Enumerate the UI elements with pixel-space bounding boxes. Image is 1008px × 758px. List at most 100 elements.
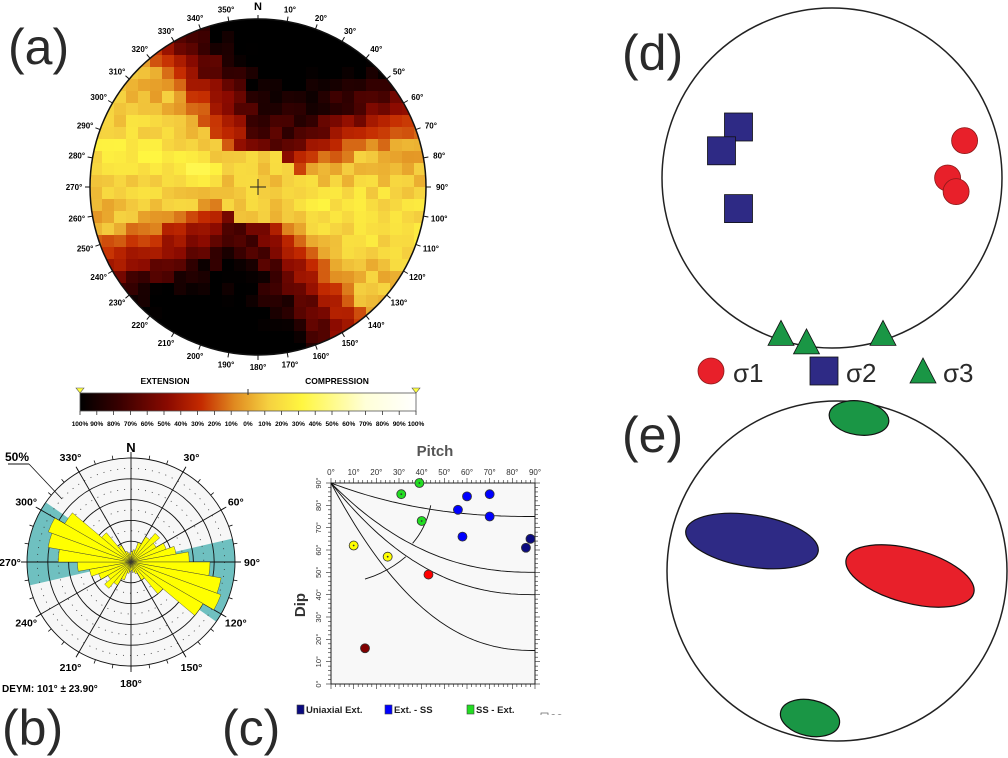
heatmap-cell xyxy=(318,283,331,296)
heatmap-cell xyxy=(282,127,295,140)
heatmap-cell xyxy=(186,79,199,92)
heatmap-cell xyxy=(126,247,139,260)
heatmap-cell xyxy=(258,43,271,56)
colorbar-tick-label: 100% xyxy=(408,421,425,428)
azimuth-labels: 10° 20° 30° 40° 50° 60° 70° 80° 90° 100° 110° 120° 1… xyxy=(66,6,448,372)
sigma1-circle-icon xyxy=(951,127,979,155)
colorbar-tick-label: 70% xyxy=(359,421,372,428)
rose-azimuth-label: 330° xyxy=(60,452,82,464)
heatmap-cell xyxy=(342,247,355,260)
rose-petal xyxy=(130,533,160,563)
heatmap-cell xyxy=(390,115,403,128)
y-tick-label: 80° xyxy=(314,500,323,511)
heatmap-cell xyxy=(246,19,259,32)
heatmap-cell xyxy=(258,259,271,272)
legend-label: Uniaxial Ext. xyxy=(306,705,363,715)
heatmap-cell xyxy=(126,223,139,236)
heatmap-cell xyxy=(246,247,259,260)
heatmap-cell xyxy=(222,127,235,140)
sigma1-ellipse xyxy=(845,544,975,608)
heatmap-cell xyxy=(174,235,187,248)
data-point xyxy=(525,533,536,544)
regime-boundary-curve xyxy=(330,482,535,573)
heatmap-cell xyxy=(414,199,426,212)
data-point-dot xyxy=(400,493,403,496)
heatmap-cell xyxy=(246,115,259,128)
heatmap-cell xyxy=(354,103,367,116)
heatmap-cell xyxy=(198,43,211,56)
heatmap-cell xyxy=(306,127,319,140)
heatmap-cell xyxy=(330,115,343,128)
colorbar-max-arrow-icon xyxy=(411,387,421,394)
heatmap-cell xyxy=(282,79,295,92)
heatmap-cell xyxy=(282,331,295,344)
azimuth-tick xyxy=(423,156,429,159)
heatmap-cell xyxy=(162,307,175,320)
heatmap-cell xyxy=(318,211,331,224)
heatmap-cell xyxy=(330,235,343,248)
heatmap-cell xyxy=(366,103,379,116)
heatmap-cell xyxy=(138,295,151,308)
heatmap-cell xyxy=(294,199,307,212)
heatmap-cell xyxy=(318,67,331,80)
heatmap-cell xyxy=(330,211,343,224)
heatmap-cell xyxy=(198,103,211,116)
heatmap-cell xyxy=(282,67,295,80)
rose-tick xyxy=(76,651,80,656)
colorbar-gradient xyxy=(79,392,417,412)
azimuth-label: 190° xyxy=(218,360,235,369)
data-points xyxy=(348,478,536,654)
azimuth-label: 230° xyxy=(109,299,126,308)
heatmap-cell xyxy=(342,211,355,224)
legend-label: SS - Ext. xyxy=(476,705,515,715)
heatmap-cell xyxy=(222,139,235,152)
heatmap-cell xyxy=(246,223,259,236)
heatmap-cell xyxy=(390,199,403,212)
regime-arc xyxy=(412,505,432,544)
heatmap-cell xyxy=(150,259,163,272)
heatmap-cell xyxy=(294,127,307,140)
heatmap-cell xyxy=(186,223,199,236)
heatmap-cell xyxy=(270,175,283,188)
azimuth-label: 80° xyxy=(433,152,445,161)
heatmap-cell xyxy=(318,55,331,68)
azimuth-tick xyxy=(286,352,289,358)
heatmap-cell xyxy=(234,115,247,128)
heatmap-cell xyxy=(378,259,391,272)
heatmap-cell xyxy=(174,55,187,68)
heatmap-cell xyxy=(186,175,199,188)
x-tick-label: 30° xyxy=(393,468,405,477)
heatmap-cell xyxy=(174,211,187,224)
heatmap-cell xyxy=(294,43,307,56)
sigma3-legend-label: σ3 xyxy=(943,358,974,388)
heatmap-cell xyxy=(258,115,271,128)
heatmap-cell xyxy=(198,139,211,152)
heatmap-cell xyxy=(234,223,247,236)
heatmap-cell xyxy=(342,259,355,272)
rose-tick xyxy=(48,628,52,632)
sigma2-ellipse xyxy=(685,512,819,570)
heatmap-cell xyxy=(234,319,247,332)
heatmap-cell xyxy=(186,127,199,140)
heatmap-cell xyxy=(378,103,391,116)
heatmap-cell xyxy=(354,271,367,284)
heatmap-cell xyxy=(402,283,415,296)
heatmap-cell xyxy=(150,91,163,104)
heatmap-cell xyxy=(246,127,259,140)
heatmap-cell xyxy=(174,67,187,80)
heatmap-cell xyxy=(270,319,283,332)
heatmap-cell xyxy=(210,127,223,140)
rose-tick xyxy=(48,492,52,496)
heatmap-cell xyxy=(150,67,163,80)
heatmap-cell xyxy=(102,235,115,248)
heatmap-cell xyxy=(198,175,211,188)
heatmap-cell xyxy=(126,91,139,104)
heatmap-cell xyxy=(390,223,403,236)
heatmap-cell xyxy=(342,67,355,80)
heatmap-cell xyxy=(174,343,187,355)
heatmap-cell xyxy=(126,127,139,140)
heatmap-cell xyxy=(174,199,187,212)
rose-azimuth-label: 150° xyxy=(181,662,203,674)
heatmap-cell xyxy=(366,67,379,80)
heatmap-cell xyxy=(366,295,379,308)
